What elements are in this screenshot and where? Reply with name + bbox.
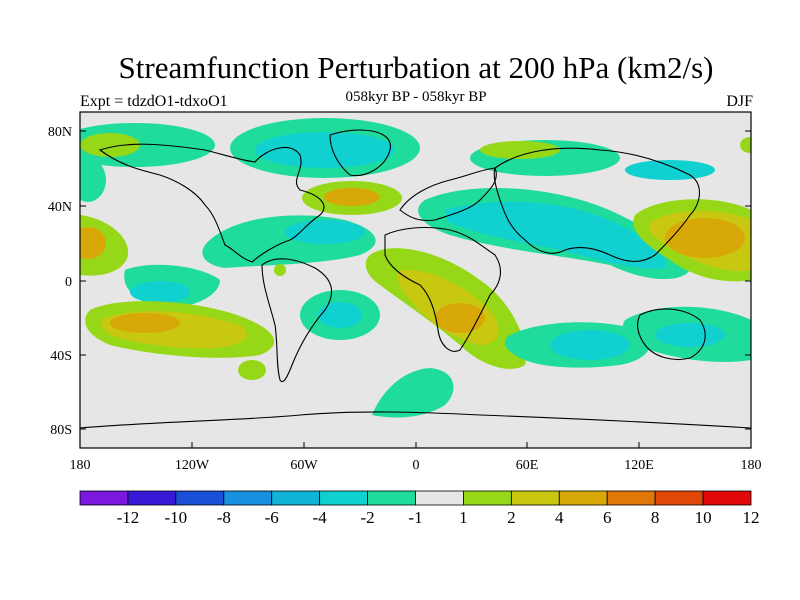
contour-natlantic-inner <box>324 188 380 206</box>
contour-spacific-inner <box>110 313 180 333</box>
colorbar-swatch <box>654 490 704 506</box>
colorbar-label: -10 <box>165 508 188 527</box>
coast-europe <box>399 167 497 222</box>
contour-africa-inner <box>435 303 485 333</box>
colorbar-label: -12 <box>117 508 140 527</box>
colorbar-swatch <box>223 490 273 506</box>
colorbar-label: -2 <box>360 508 374 527</box>
contour-arctic-east-green <box>480 141 560 159</box>
colorbar-label: 4 <box>555 508 564 527</box>
coast-africa <box>384 226 501 352</box>
colorbar-swatch <box>558 490 608 506</box>
contour-southern-ocean <box>372 368 454 418</box>
y-tick-label: 0 <box>65 275 72 290</box>
coastlines <box>80 129 751 429</box>
coast-south-america <box>261 258 333 383</box>
colorbar-label: 1 <box>459 508 468 527</box>
y-tick-label: 80S <box>50 423 72 438</box>
colorbar-label: -6 <box>265 508 279 527</box>
y-axis-labels: 80N 40N 0 40S 80S <box>48 125 72 438</box>
season-label: DJF <box>726 93 753 110</box>
contour-epacific-inner <box>80 227 106 259</box>
colorbar-swatch <box>702 490 752 506</box>
axis-ticks <box>79 130 752 448</box>
colorbar-swatch <box>79 490 129 506</box>
colorbar-label: -4 <box>313 508 328 527</box>
y-tick-label: 80N <box>48 125 72 140</box>
x-tick-label: 180 <box>70 458 91 473</box>
coast-greenland <box>329 129 391 177</box>
contour-satlantic-inner <box>318 302 362 328</box>
colorbar-label: 8 <box>651 508 660 527</box>
colorbar-label: 2 <box>507 508 516 527</box>
contour-spacific-west-inner <box>655 323 725 347</box>
colorbar-swatch <box>175 490 225 506</box>
experiment-label: Expt = tdzdO1-tdxoO1 <box>80 93 228 110</box>
colorbar-swatch <box>510 490 560 506</box>
contour-arctic-center-inner <box>255 132 395 168</box>
x-tick-label: 120E <box>624 458 654 473</box>
contour-cpac-blue-inner <box>130 281 190 303</box>
map-title: Streamfunction Perturbation at 200 hPa (… <box>118 50 714 85</box>
contour-eurasia-band-inner <box>445 201 666 269</box>
colorbar-label: 10 <box>695 508 712 527</box>
colorbar-swatch <box>271 490 321 506</box>
colorbar-label: -1 <box>408 508 422 527</box>
contour-arctic-west-green <box>80 133 140 157</box>
period-label: 058kyr BP - 058kyr BP <box>345 89 487 105</box>
x-tick-label: 60E <box>516 458 539 473</box>
colorbar: -12 -10 -8 -6 -4 -2 -1 1 2 4 6 8 10 12 <box>79 490 760 527</box>
colorbar-swatch <box>367 490 416 506</box>
contour-pac-green-small <box>274 264 286 276</box>
x-axis-labels: 180 120W 60W 0 60E 120E 180 <box>70 458 762 473</box>
coast-north-america <box>98 143 325 263</box>
contour-wpacific-inner <box>665 218 745 258</box>
colorbar-swatch <box>319 490 368 506</box>
coast-antarctica <box>80 411 751 429</box>
contour-americas-inner <box>285 220 365 244</box>
coast-asia <box>493 147 700 262</box>
colorbar-swatch <box>415 490 464 506</box>
x-tick-label: 180 <box>741 458 762 473</box>
contour-indian-ocean-inner <box>550 330 630 360</box>
colorbar-swatch <box>606 490 656 506</box>
colorbar-label: -8 <box>217 508 231 527</box>
contour-fields <box>80 118 751 418</box>
x-tick-label: 0 <box>413 458 420 473</box>
contour-arctic-east-blue <box>625 160 715 180</box>
y-tick-label: 40N <box>48 200 72 215</box>
contour-far-east-green <box>740 137 751 153</box>
contour-southern-ocean-green <box>238 360 266 380</box>
coast-australia <box>636 308 706 361</box>
colorbar-swatch <box>127 490 177 506</box>
x-tick-label: 120W <box>175 458 210 473</box>
colorbar-label: 12 <box>743 508 760 527</box>
contour-npac-blue <box>80 158 106 202</box>
colorbar-label: 6 <box>603 508 612 527</box>
colorbar-swatch <box>463 490 512 506</box>
x-tick-label: 60W <box>290 458 318 473</box>
y-tick-label: 40S <box>50 349 72 364</box>
